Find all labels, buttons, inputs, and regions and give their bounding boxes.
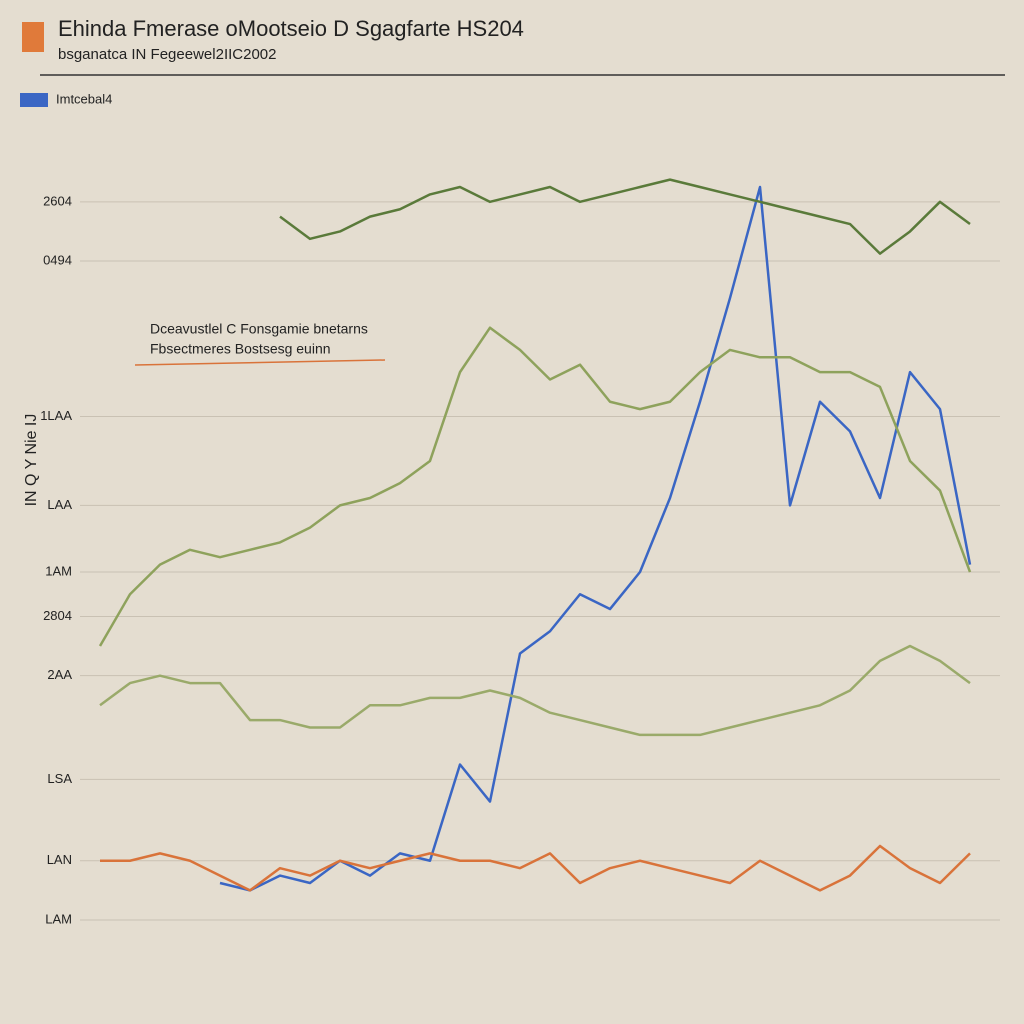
y-tick-label: 2604 <box>43 193 72 208</box>
series-line <box>99 644 971 737</box>
series-line <box>98 326 972 647</box>
series-line <box>219 185 972 892</box>
legend-swatch <box>20 93 48 107</box>
chart-subtitle: bsganatca IN Fegeewel2IIC2002 <box>58 46 276 63</box>
annotation: Fbsectmeres Bostsesg euinn <box>150 341 331 357</box>
chart-title: Ehinda Fmerase oMootseio D Sgagfarte HS2… <box>58 16 524 41</box>
y-tick-label: LAN <box>47 852 72 867</box>
y-tick-label: 2AA <box>47 667 72 682</box>
y-tick-label: 0494 <box>43 252 72 267</box>
y-axis-label: IN Q Y Nie IJ <box>23 414 40 507</box>
legend-label: Imtcebal4 <box>56 91 112 106</box>
y-tick-label: LSA <box>47 771 72 786</box>
series-line <box>100 844 971 892</box>
y-tick-label: 1LAA <box>40 408 72 423</box>
y-tick-label: LAM <box>45 911 72 926</box>
y-tick-label: LAA <box>47 497 72 512</box>
series-line <box>279 178 971 255</box>
y-tick-label: 2804 <box>43 608 72 623</box>
annotation-leader <box>134 359 386 366</box>
annotation: Dceavustlel C Fonsgamie bnetarns <box>150 321 368 337</box>
y-tick-label: 1AM <box>45 563 72 578</box>
title-icon <box>22 22 44 52</box>
